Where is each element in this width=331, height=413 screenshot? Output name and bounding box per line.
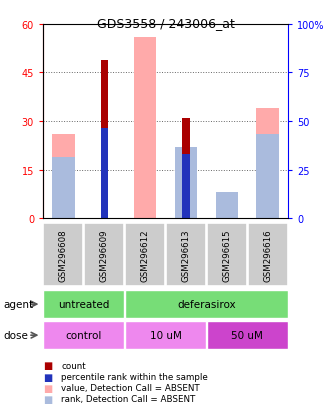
Bar: [256, 109, 279, 219]
Bar: [166, 224, 206, 286]
Text: ■: ■: [43, 394, 52, 404]
Bar: [52, 135, 75, 219]
Text: GDS3558 / 243006_at: GDS3558 / 243006_at: [97, 17, 234, 29]
Bar: [43, 291, 124, 318]
Text: 10 uM: 10 uM: [150, 330, 181, 341]
Text: agent: agent: [3, 299, 33, 309]
Text: ■: ■: [43, 383, 52, 393]
Text: GSM296608: GSM296608: [59, 229, 68, 281]
Text: ■: ■: [43, 361, 52, 370]
Text: percentile rank within the sample: percentile rank within the sample: [61, 372, 208, 381]
Bar: [52, 157, 75, 219]
Text: GSM296615: GSM296615: [222, 229, 231, 281]
Text: rank, Detection Call = ABSENT: rank, Detection Call = ABSENT: [61, 394, 196, 404]
Bar: [101, 60, 108, 219]
Text: GSM296609: GSM296609: [100, 229, 109, 281]
Text: deferasirox: deferasirox: [177, 299, 236, 310]
Bar: [256, 135, 279, 219]
Text: GSM296616: GSM296616: [263, 229, 272, 281]
Bar: [182, 119, 190, 219]
Bar: [125, 291, 288, 318]
Text: 50 uM: 50 uM: [231, 330, 263, 341]
Bar: [215, 193, 238, 219]
Bar: [215, 196, 238, 219]
Bar: [175, 148, 197, 219]
Bar: [134, 38, 156, 219]
Text: dose: dose: [3, 330, 28, 340]
Bar: [207, 322, 288, 349]
Bar: [43, 322, 124, 349]
Bar: [207, 224, 247, 286]
Bar: [125, 322, 206, 349]
Text: value, Detection Call = ABSENT: value, Detection Call = ABSENT: [61, 383, 200, 392]
Text: untreated: untreated: [58, 299, 110, 310]
Bar: [84, 224, 124, 286]
Text: control: control: [66, 330, 102, 341]
Text: GSM296613: GSM296613: [181, 229, 190, 281]
Bar: [43, 224, 83, 286]
Text: ■: ■: [43, 372, 52, 382]
Bar: [248, 224, 288, 286]
Bar: [101, 128, 108, 219]
Bar: [182, 154, 190, 219]
Text: GSM296612: GSM296612: [141, 229, 150, 281]
Bar: [125, 224, 165, 286]
Text: count: count: [61, 361, 86, 370]
